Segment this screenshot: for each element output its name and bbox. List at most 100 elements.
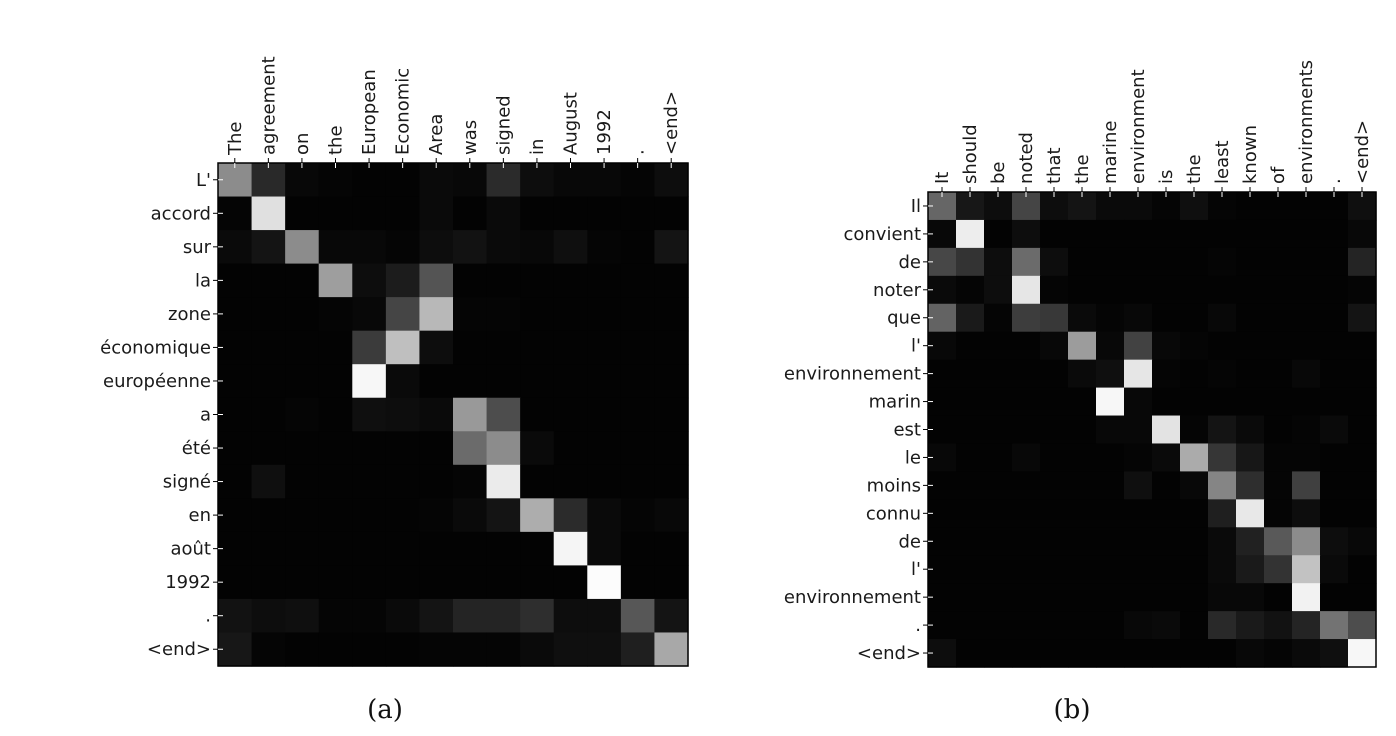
heatmap-cell [419,297,454,332]
heatmap-cell [352,297,387,332]
heatmap-cell [587,565,622,600]
heatmap-cell [352,330,387,365]
heatmap-cell [520,531,555,566]
heatmap-cell [1292,471,1321,500]
heatmap-cell [1236,415,1265,445]
heatmap-cell [1124,499,1153,528]
heatmap-cell [1096,527,1125,556]
heatmap-cell [956,527,985,556]
heatmap-cell [218,565,253,600]
heatmap-cell [352,364,387,399]
heatmap-cell [956,443,985,473]
heatmap-cell [984,415,1013,445]
heatmap-cell [1096,275,1125,305]
heatmap-cell [1264,527,1293,556]
heatmap-cell [553,498,588,533]
heatmap-cell [1236,331,1265,361]
heatmap-cell [285,263,320,298]
heatmap-cell [1320,639,1349,668]
x-tick-label: the [1184,154,1205,184]
heatmap-cell [251,397,286,432]
heatmap-cell [1012,387,1041,417]
heatmap-cell [419,565,454,600]
heatmap-cell [1068,387,1097,417]
heatmap-cell [419,330,454,365]
heatmap-cell [587,498,622,533]
heatmap-cell [486,297,521,332]
heatmap-cell [1236,443,1265,473]
heatmap-cell [1068,415,1097,445]
heatmap-cell [1208,639,1237,668]
heatmap-cell [620,598,656,634]
y-tick-label: . [205,606,211,627]
heatmap-cell [620,263,656,298]
heatmap-cell [654,364,689,399]
heatmap-cell [1320,527,1349,556]
heatmap-cell [285,431,320,466]
heatmap-cell [1320,583,1349,612]
heatmap-cell [587,531,622,566]
heatmap-cell [318,196,353,231]
heatmap-cell [318,598,353,634]
heatmap-cell [620,297,656,332]
heatmap-cell [419,464,454,499]
heatmap-cell [956,219,985,249]
heatmap-cell [486,364,521,399]
heatmap-cell [956,499,985,528]
heatmap-cell [1264,611,1293,640]
heatmap-cell [218,263,253,298]
heatmap-cell [251,364,286,399]
heatmap-cell [1348,443,1377,473]
heatmap-cell [1292,443,1321,473]
heatmap-cell [553,632,588,667]
heatmap-cell [385,330,421,365]
heatmap-cell [1180,611,1209,640]
y-tick-label: environnement [784,364,921,385]
heatmap-cell [654,297,689,332]
heatmap-cell [1320,611,1349,640]
panel-caption: (a) [367,695,403,725]
heatmap-cell [218,330,253,365]
heatmap-cell [1348,359,1377,389]
heatmap-cell [654,464,689,499]
heatmap-cell [1236,359,1265,389]
heatmap-cell [587,230,622,265]
heatmap-cell [984,247,1013,277]
heatmap-cell [1320,471,1349,500]
heatmap-cell [1208,359,1237,389]
heatmap-cell [1012,611,1041,640]
heatmap-cell [956,611,985,640]
heatmap-cell [419,196,454,231]
x-tick-label: marine [1100,121,1121,184]
heatmap-cell [553,196,588,231]
heatmap-cell [318,230,353,265]
heatmap-cell [1068,247,1097,277]
y-tick-label: août [170,539,211,560]
heatmap-cell [984,555,1013,584]
heatmap-cell [285,531,320,566]
heatmap-cell [654,330,689,365]
heatmap-cell [1292,275,1321,305]
heatmap-cell [218,196,253,231]
heatmap-cell [1208,499,1237,528]
heatmap-cell [419,364,454,399]
heatmap-cell [1292,247,1321,277]
heatmap-cell [1180,639,1209,668]
heatmap-cell [486,397,521,432]
heatmap-cell [1180,247,1209,277]
heatmap-cell [1264,443,1293,473]
x-tick-label: agreement [258,56,279,155]
y-tick-label: sur [183,237,212,258]
heatmap-cell [1096,303,1125,333]
heatmap-cell [1124,443,1153,473]
x-tick-label: August [561,92,582,155]
y-tick-label: le [905,447,921,468]
heatmap-cell [587,163,622,198]
heatmap-cell [1068,555,1097,584]
heatmap-cell [218,230,253,265]
heatmap-cell [1068,443,1097,473]
heatmap-cell [385,498,421,533]
heatmap-cell [453,464,488,499]
heatmap-cell [385,565,421,600]
heatmap-cell [1096,499,1125,528]
